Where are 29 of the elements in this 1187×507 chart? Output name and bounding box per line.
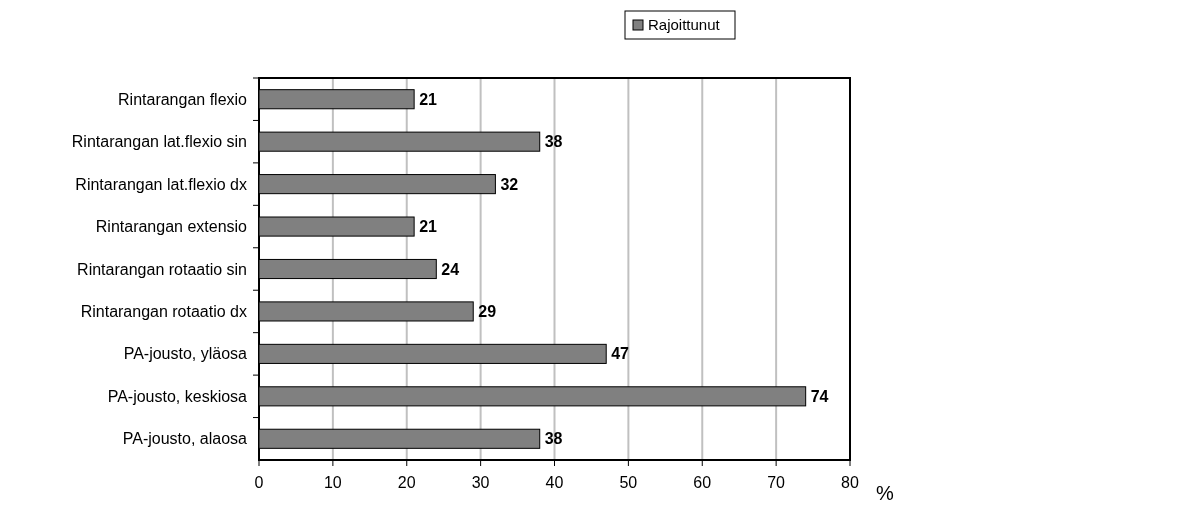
x-tick-label: 60 — [693, 474, 712, 491]
x-tick-label: 20 — [397, 474, 416, 491]
y-tick-label: Rintarangan rotaatio sin — [77, 260, 247, 278]
y-tick-label: Rintarangan flexio — [118, 90, 248, 108]
data-label: 38 — [544, 133, 563, 151]
y-tick-label: Rintarangan lat.flexio dx — [75, 175, 247, 193]
data-label: 29 — [478, 303, 497, 321]
y-tick-label: Rintarangan rotaatio dx — [80, 303, 247, 321]
data-label: 21 — [419, 218, 438, 236]
data-label: 21 — [419, 90, 438, 108]
x-axis-title: % — [876, 482, 895, 504]
data-label: 32 — [500, 175, 519, 193]
data-label: 38 — [544, 430, 563, 448]
x-tick-label: 40 — [545, 474, 564, 491]
data-label: 24 — [441, 260, 460, 278]
y-tick-label: Rintarangan lat.flexio sin — [71, 133, 247, 151]
x-tick-label: 70 — [767, 474, 786, 491]
legend-label: Rajoittunut — [648, 16, 721, 34]
y-tick-label: PA-jousto, keskiosa — [107, 387, 248, 405]
y-tick-label: PA-jousto, yläosa — [123, 345, 248, 363]
y-tick-label: Rintarangan extensio — [95, 218, 248, 236]
data-label: 47 — [611, 345, 630, 363]
x-tick-label: 0 — [254, 474, 264, 491]
x-tick-label: 50 — [619, 474, 638, 491]
x-tick-label: 10 — [323, 474, 342, 491]
x-tick-label: 30 — [471, 474, 490, 491]
x-tick-label: 80 — [841, 474, 859, 491]
y-tick-label: PA-jousto, alaosa — [122, 430, 248, 448]
data-label: 74 — [810, 387, 829, 405]
